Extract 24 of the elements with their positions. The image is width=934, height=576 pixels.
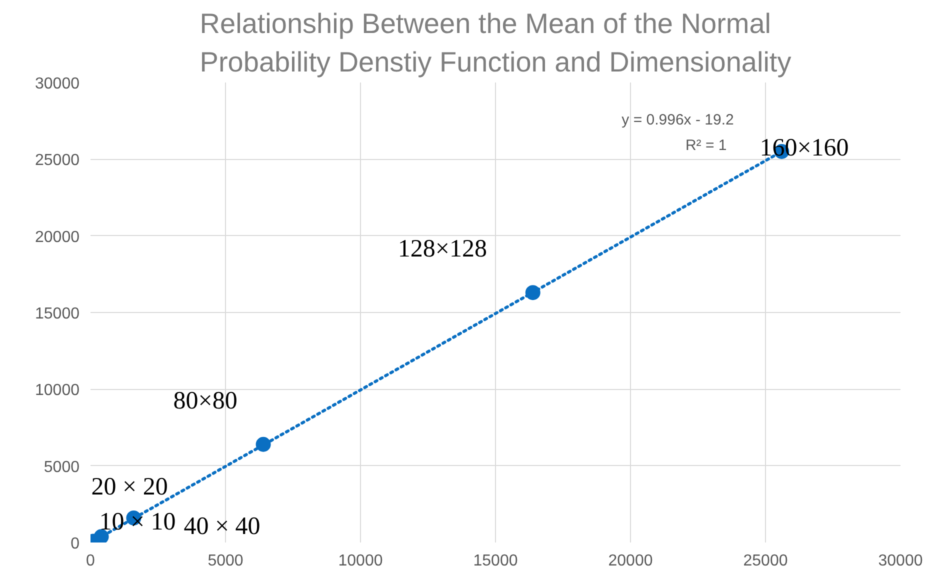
y-tick-label: 10000 [35, 382, 80, 400]
x-tick-label: 15000 [473, 552, 518, 570]
y-tick-label: 0 [70, 536, 80, 552]
x-tick-label: 5000 [208, 552, 244, 570]
x-tick-label: 10000 [338, 552, 383, 570]
annotation: 40 × 40 [184, 512, 260, 540]
x-tick-label: 25000 [743, 552, 788, 570]
annotation: R² = 1 [685, 136, 727, 154]
y-tick-label: 20000 [35, 228, 80, 246]
x-tick-label: 0 [86, 552, 96, 570]
y-tick-label: 5000 [44, 458, 80, 476]
annotation: 80×80 [173, 387, 238, 414]
point [256, 436, 271, 452]
chart-title: Relationship Between the Mean of the Normal Probability Denstiy Function and Dimensionality [200, 8, 792, 78]
x-tick-label: 20000 [608, 552, 653, 570]
annotation: y = 0.996x - 19.2 [622, 112, 734, 128]
annotation: 20 × 20 [91, 474, 168, 501]
y-tick-label: 30000 [35, 76, 80, 92]
x-tick-label: 30000 [878, 552, 923, 570]
point [94, 529, 109, 542]
y-tick-label: 15000 [35, 306, 80, 322]
annotation: 128×128 [398, 236, 487, 263]
y-tick-label: 25000 [35, 152, 80, 170]
point [525, 285, 540, 300]
